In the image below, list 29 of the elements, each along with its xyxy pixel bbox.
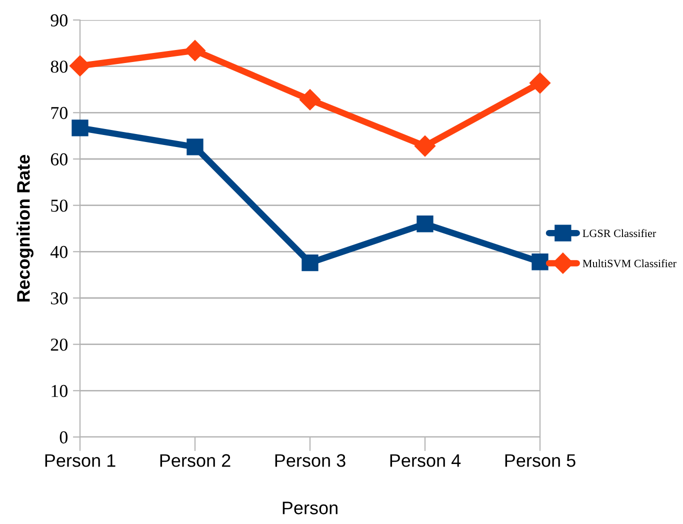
y-tick-label: 0 [60, 431, 68, 444]
point [72, 120, 88, 136]
point [186, 138, 204, 156]
point [529, 72, 551, 94]
y-tick-label: 10 [52, 384, 68, 398]
point [299, 89, 321, 110]
point [414, 136, 436, 157]
point [532, 254, 548, 270]
x-tick-label: Person 4 [390, 454, 461, 467]
x-axis-title: Person [282, 502, 338, 514]
x-tick-label: Person 1 [45, 454, 116, 467]
y-tick-label: 40 [50, 246, 68, 258]
y-tick-label: 80 [50, 60, 68, 73]
y-tick-label: 50 [51, 200, 68, 212]
x-tick-label: Person 5 [505, 454, 576, 467]
point [302, 254, 318, 272]
x-tick-label: Person 2 [160, 454, 230, 467]
y-tick-label: 20 [50, 338, 68, 351]
point [69, 55, 91, 76]
point [184, 40, 206, 62]
y-tick-label: 90 [50, 14, 68, 26]
y-tick-label: 70 [51, 106, 68, 120]
legend-label: MultiSVM Classifier [582, 259, 676, 268]
y-tick-label: 60 [50, 153, 68, 166]
legend-label: LGSR Classifier [582, 229, 656, 238]
x-tick-label: Person 3 [275, 454, 346, 467]
y-tick-label: 30 [51, 292, 68, 304]
point [416, 216, 434, 232]
y-axis-title: Recognition Rate [16, 154, 34, 302]
